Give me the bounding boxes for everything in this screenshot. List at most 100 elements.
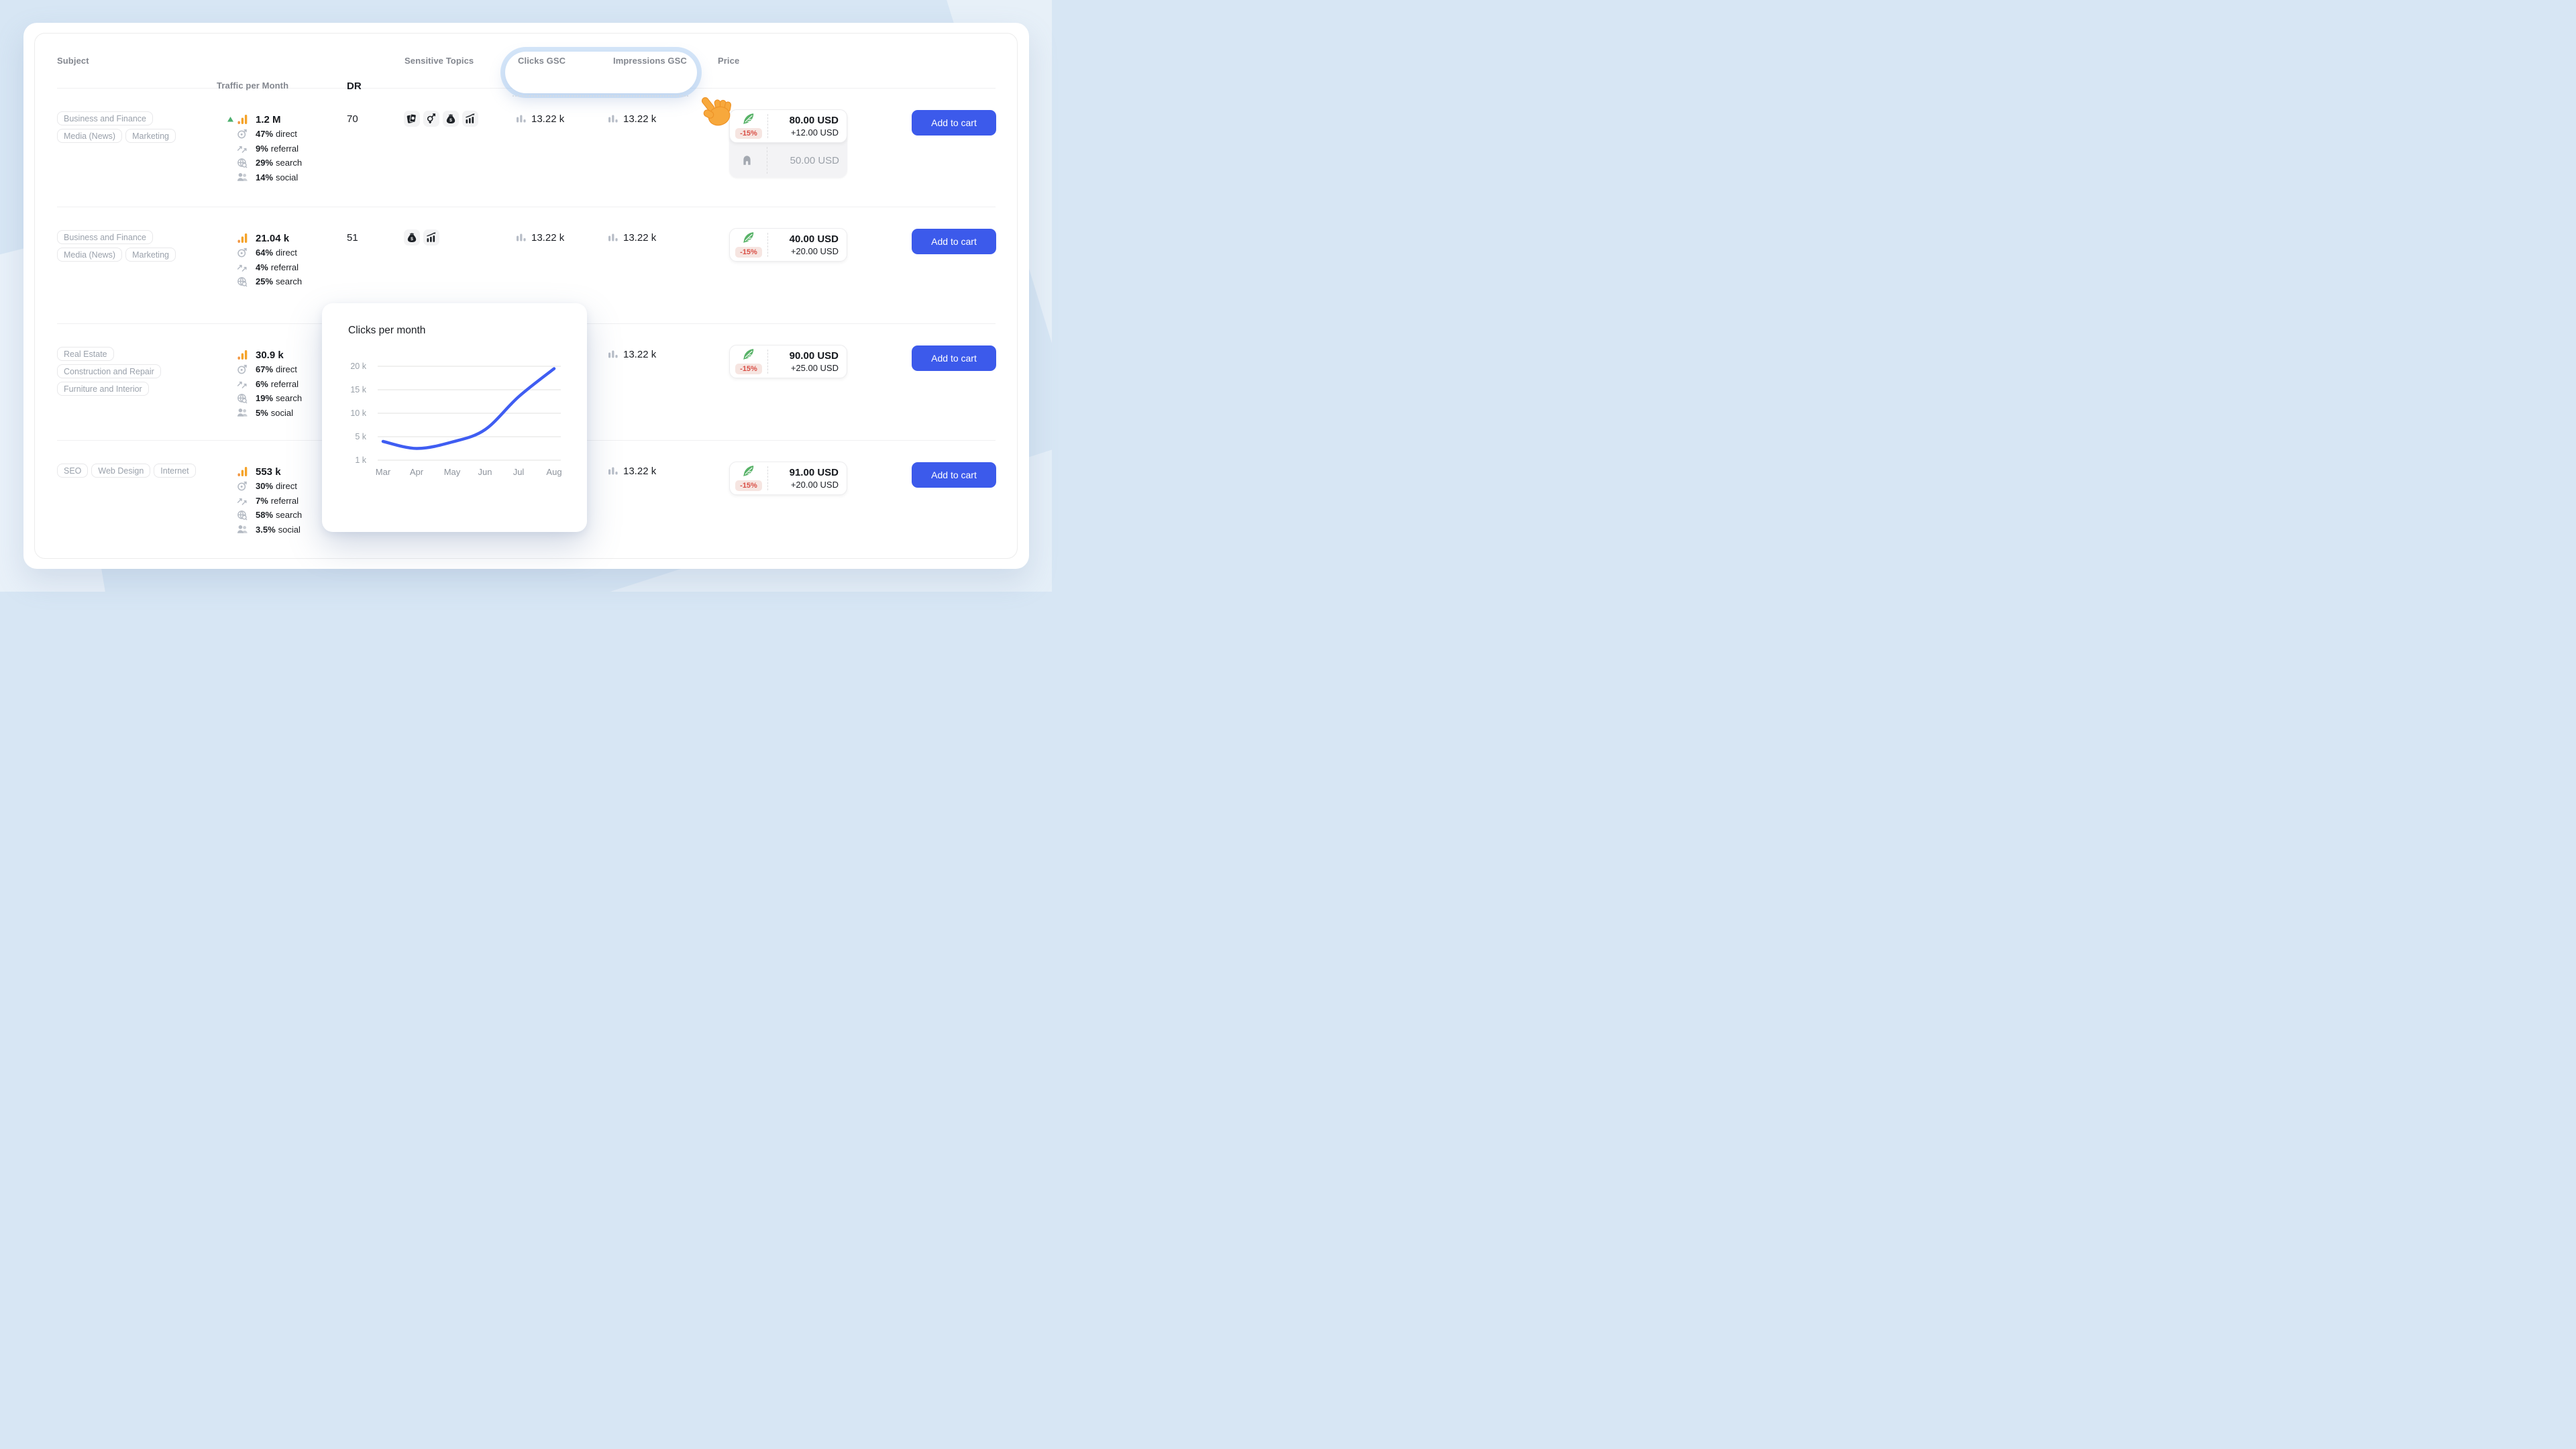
social-source-icon bbox=[237, 172, 248, 182]
source-label: direct bbox=[276, 481, 297, 491]
source-percent: 30% bbox=[256, 481, 274, 491]
traffic-source-line: 58% search bbox=[227, 508, 302, 522]
source-percent: 6% bbox=[256, 378, 268, 389]
price-extra: +12.00 USD bbox=[790, 127, 839, 138]
referral-source-icon bbox=[237, 378, 248, 389]
traffic-source-line: 67% direct bbox=[227, 363, 302, 376]
mini-bar-chart-icon bbox=[516, 233, 527, 243]
clicks-line-chart: 20 k 15 k 10 k 5 k 1 k Mar Apr May Jun Jul Aug bbox=[350, 362, 561, 477]
price-card: -15% 91.00 USD +20.00 USD bbox=[729, 462, 847, 495]
subject-tag: Business and Finance bbox=[57, 111, 153, 125]
traffic-cell: 30.9 k 67% direct 6% referral 19% search 5% soci… bbox=[227, 348, 302, 421]
gender-topic-badge[interactable] bbox=[423, 111, 439, 127]
gsc-columns-dotted-underline bbox=[513, 95, 688, 97]
analytics-bars-icon bbox=[237, 114, 248, 125]
source-percent: 4% bbox=[256, 262, 268, 272]
source-percent: 19% bbox=[256, 393, 274, 403]
discount-badge: -15% bbox=[735, 364, 762, 374]
direct-source-icon bbox=[237, 481, 248, 492]
subject-tag: Construction and Repair bbox=[57, 364, 161, 378]
subject-cell: Business and Finance Media (News) Marketin… bbox=[57, 230, 198, 262]
table-row: Business and Finance Media (News) Marketin… bbox=[35, 207, 1017, 323]
sensitive-topics-cell: $ bbox=[404, 229, 439, 246]
traffic-source-line: 19% search bbox=[227, 392, 302, 405]
table-row: Business and Finance Media (News) Marketin… bbox=[35, 88, 1017, 207]
impressions-gsc-cell: 13.22 k bbox=[608, 113, 656, 125]
traffic-value: 553 k bbox=[256, 466, 281, 478]
direct-source-icon bbox=[237, 129, 248, 140]
money-bag-icon: $ bbox=[407, 232, 417, 243]
feather-price-icon bbox=[741, 231, 755, 245]
source-percent: 58% bbox=[256, 510, 274, 520]
column-header-clicks-gsc[interactable]: Clicks GSC bbox=[518, 56, 566, 66]
price-card: -15% 80.00 USD +12.00 USD 50.00 USD bbox=[729, 109, 847, 178]
direct-source-icon bbox=[237, 248, 248, 258]
source-percent: 9% bbox=[256, 143, 268, 154]
traffic-cell: 1.2 M 47% direct 9% referral 29% search 14% soci… bbox=[227, 113, 302, 185]
discount-badge: -15% bbox=[735, 480, 762, 491]
traffic-source-line: 14% social bbox=[227, 170, 302, 184]
svg-text:$: $ bbox=[411, 237, 413, 241]
referral-source-icon bbox=[237, 143, 248, 154]
svg-text:Aug: Aug bbox=[546, 467, 561, 477]
svg-text:Jun: Jun bbox=[478, 467, 492, 477]
discount-badge: -15% bbox=[735, 128, 762, 139]
add-to-cart-button[interactable]: Add to cart bbox=[912, 110, 996, 136]
add-to-cart-button[interactable]: Add to cart bbox=[912, 345, 996, 371]
trend-up-icon bbox=[227, 116, 234, 123]
source-percent: 7% bbox=[256, 495, 268, 506]
table-row: SEO Web Design Internet 553 k 30% direct 7% ref… bbox=[35, 440, 1017, 559]
source-percent: 47% bbox=[256, 129, 274, 139]
dr-value: 51 bbox=[347, 232, 358, 244]
svg-text:Mar: Mar bbox=[376, 467, 391, 477]
price-divider bbox=[767, 233, 768, 257]
traffic-source-line: 4% referral bbox=[227, 260, 302, 274]
add-to-cart-button[interactable]: Add to cart bbox=[912, 462, 996, 488]
price-card: -15% 90.00 USD +25.00 USD bbox=[729, 345, 847, 378]
source-label: search bbox=[276, 276, 303, 286]
money-bag-topic-badge[interactable]: $ bbox=[404, 229, 420, 246]
traffic-source-line: 9% referral bbox=[227, 142, 302, 155]
discount-badge: -15% bbox=[735, 247, 762, 258]
price-divider bbox=[767, 350, 768, 374]
price-secondary: 50.00 USD bbox=[790, 154, 839, 166]
impressions-gsc-cell: 13.22 k bbox=[608, 466, 656, 477]
column-header-impressions-gsc[interactable]: Impressions GSC bbox=[613, 56, 687, 66]
analytics-bars-icon bbox=[237, 233, 248, 244]
feather-price-icon bbox=[741, 112, 755, 126]
source-label: social bbox=[276, 172, 299, 182]
price-card: -15% 40.00 USD +20.00 USD bbox=[729, 228, 847, 262]
source-percent: 29% bbox=[256, 158, 274, 168]
mini-bar-chart-icon bbox=[608, 350, 619, 360]
impressions-gsc-cell: 13.22 k bbox=[608, 349, 656, 360]
subject-tag: Marketing bbox=[125, 248, 176, 262]
mini-bar-chart-icon bbox=[608, 233, 619, 243]
subject-tag: Furniture and Interior bbox=[57, 382, 149, 396]
subject-tag: Business and Finance bbox=[57, 230, 153, 244]
chart-up-topic-badge[interactable] bbox=[423, 229, 439, 246]
subject-tag: Internet bbox=[154, 464, 196, 478]
source-label: referral bbox=[270, 495, 299, 506]
column-header-dr: DR bbox=[347, 80, 362, 92]
gsc-columns-highlight bbox=[505, 52, 697, 93]
subject-cell: Real Estate Construction and Repair Furnit… bbox=[57, 347, 198, 396]
source-percent: 3.5% bbox=[256, 524, 276, 535]
source-label: referral bbox=[270, 378, 299, 389]
secondary-price-row: 50.00 USD bbox=[729, 143, 847, 178]
playing-cards-topic-badge[interactable] bbox=[404, 111, 420, 127]
traffic-source-line: 64% direct bbox=[227, 246, 302, 260]
impressions-gsc-value: 13.22 k bbox=[623, 349, 657, 360]
source-label: search bbox=[276, 510, 303, 520]
traffic-source-line: 7% referral bbox=[227, 494, 302, 507]
mini-bar-chart-icon bbox=[516, 114, 527, 124]
impressions-gsc-value: 13.22 k bbox=[623, 232, 657, 244]
source-label: referral bbox=[270, 143, 299, 154]
money-bag-topic-badge[interactable]: $ bbox=[443, 111, 459, 127]
chart-up-topic-badge[interactable] bbox=[462, 111, 478, 127]
table-body: Business and Finance Media (News) Marketin… bbox=[35, 88, 1017, 559]
sensitive-topics-cell: $ bbox=[404, 111, 478, 127]
svg-text:$: $ bbox=[449, 118, 452, 123]
social-source-icon bbox=[237, 524, 248, 535]
source-label: direct bbox=[276, 248, 297, 258]
add-to-cart-button[interactable]: Add to cart bbox=[912, 229, 996, 254]
